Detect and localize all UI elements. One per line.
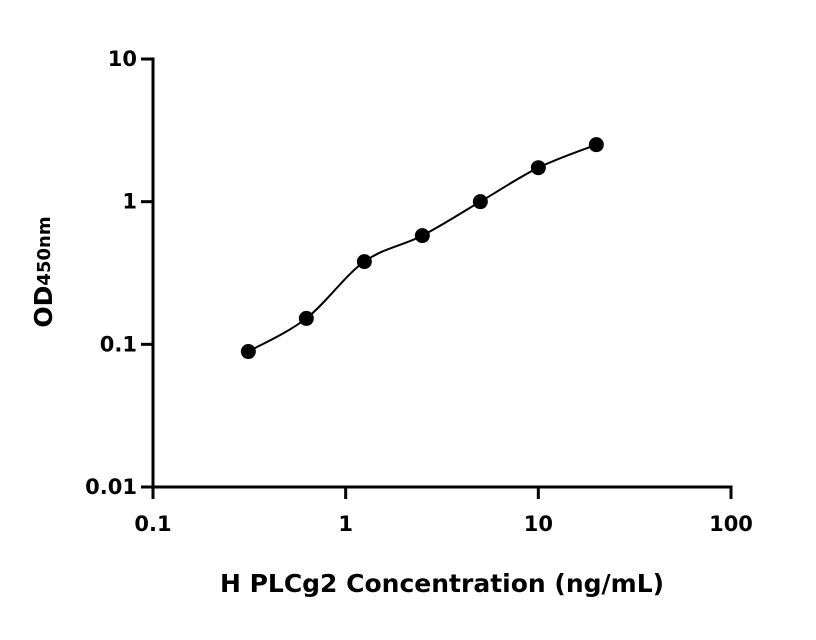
data-point: [530, 160, 546, 176]
data-point: [414, 228, 430, 244]
y-axis-title-subscript: 450nm: [34, 216, 55, 285]
y-tick-label: 0.1: [100, 332, 137, 356]
y-tick-label: 1: [122, 190, 137, 214]
x-tick-label: 0.1: [134, 512, 171, 536]
data-point: [472, 194, 488, 210]
x-tick-label: 1: [338, 512, 353, 536]
data-point: [356, 254, 372, 270]
data-point: [298, 310, 314, 326]
y-axis-title: OD450nm: [29, 216, 58, 327]
y-tick-label: 0.01: [85, 475, 137, 499]
y-tick-label: 10: [108, 47, 137, 71]
data-point: [240, 344, 256, 360]
y-axis-title-main: OD: [29, 286, 58, 328]
x-tick-label: 100: [709, 512, 753, 536]
data-point: [588, 137, 604, 153]
x-axis-title: H PLCg2 Concentration (ng/mL): [220, 569, 664, 598]
x-tick-label: 10: [524, 512, 553, 536]
